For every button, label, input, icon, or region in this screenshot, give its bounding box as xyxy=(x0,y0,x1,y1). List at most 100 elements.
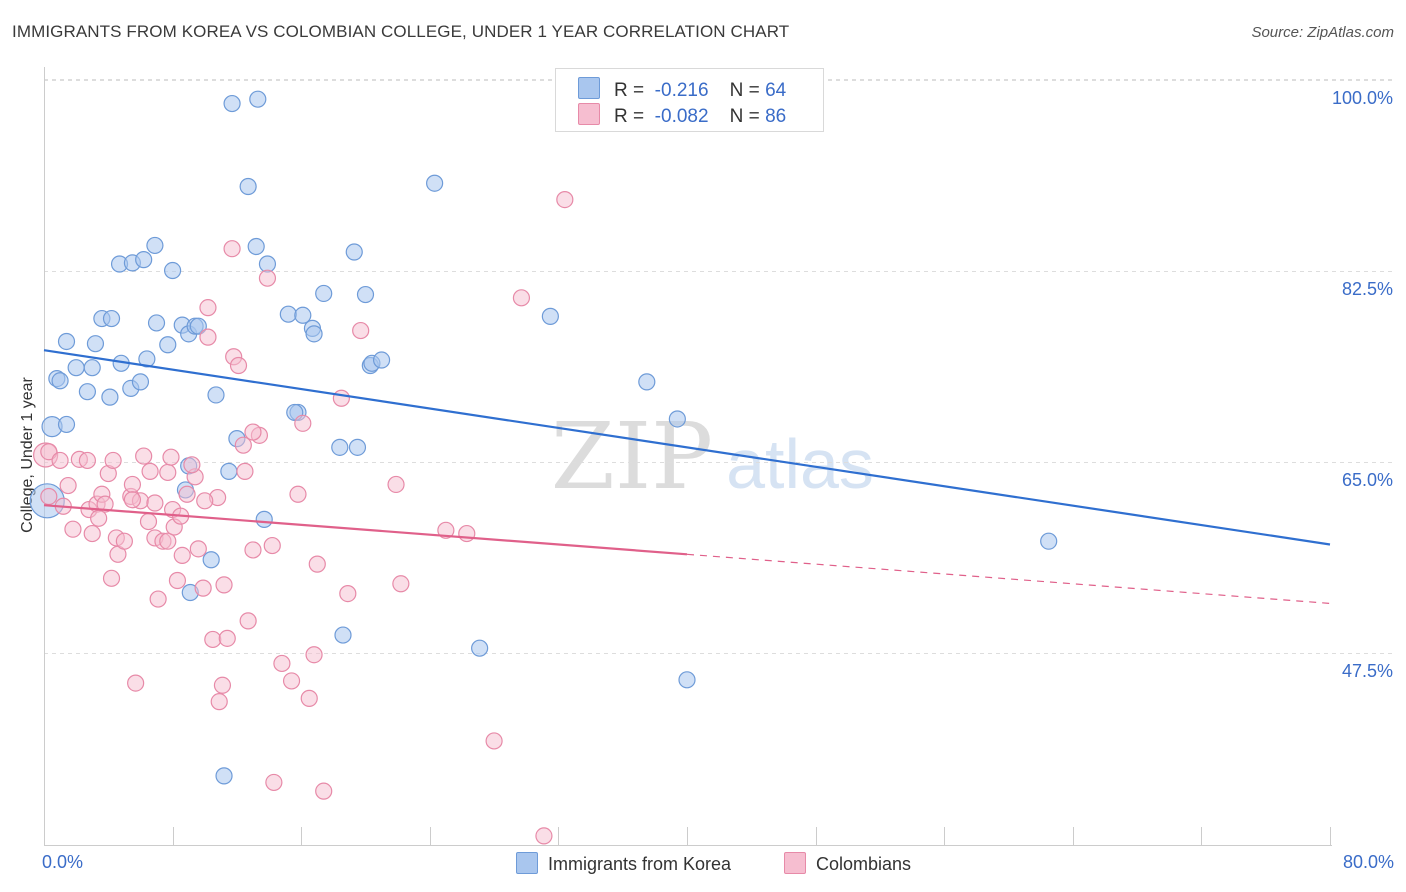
korea-point xyxy=(207,386,225,404)
korea-point xyxy=(78,383,97,401)
korea-point xyxy=(356,285,375,304)
korea-point xyxy=(164,261,182,280)
korea-point xyxy=(668,410,686,428)
colombians-point xyxy=(535,827,553,845)
korea-point xyxy=(247,237,265,256)
colombians-point xyxy=(146,494,164,512)
korea-point xyxy=(189,317,207,335)
korea-point xyxy=(147,314,166,332)
r-label: R = xyxy=(614,106,645,127)
legend-label-korea: Immigrants from Korea xyxy=(548,854,732,874)
colombians-point xyxy=(244,541,262,559)
korea-point xyxy=(215,767,233,785)
y-tick-label: 65.0% xyxy=(1342,470,1393,490)
colombians-point xyxy=(123,475,142,494)
korea-point xyxy=(51,372,69,390)
korea-point xyxy=(294,306,312,324)
colombians-point xyxy=(40,487,58,506)
colombians-point xyxy=(159,532,177,550)
korea-point xyxy=(638,373,656,391)
colombians-point xyxy=(159,463,177,482)
colombians-point xyxy=(273,654,291,673)
korea-point xyxy=(220,462,238,480)
colombians-point xyxy=(223,240,241,258)
colombians-point xyxy=(64,520,82,538)
korea-point xyxy=(146,236,164,255)
watermark-zip: ZIP xyxy=(551,403,713,510)
r-value: -0.216 xyxy=(654,80,709,101)
colombians-point xyxy=(90,509,108,527)
colombians-point xyxy=(437,521,455,539)
colombians-point xyxy=(244,423,262,441)
colombians-point xyxy=(263,536,281,555)
n-value: 64 xyxy=(765,80,787,101)
korea-point xyxy=(202,551,220,569)
colombians-point xyxy=(234,436,252,454)
colombians-point xyxy=(189,540,207,558)
korea-point xyxy=(249,90,267,108)
korea-point xyxy=(1040,532,1058,550)
colombians-point xyxy=(40,443,58,461)
trend-lines xyxy=(43,349,1331,605)
x-tick-label-min: 0.0% xyxy=(42,852,84,872)
colombians-point xyxy=(104,451,122,470)
korea-trendline xyxy=(43,349,1331,546)
colombians-point xyxy=(59,476,77,495)
korea-point xyxy=(102,309,121,328)
colombians-point xyxy=(332,389,350,407)
y-tick-label: 100.0% xyxy=(1332,88,1393,108)
korea-point xyxy=(279,305,297,323)
n-value: 86 xyxy=(765,106,787,127)
colombians-point xyxy=(392,575,410,593)
colombians-point xyxy=(173,546,191,565)
korea-point xyxy=(471,639,489,657)
colombians-swatch xyxy=(578,103,600,125)
colombians-point xyxy=(239,612,257,630)
stats-legend: R = -0.216 N = 64 R = -0.082 N = 86 xyxy=(555,68,824,132)
watermark: ZIPatlas xyxy=(551,403,874,510)
colombians-point xyxy=(183,456,201,474)
x-tick-label-max: 80.0% xyxy=(1342,852,1394,872)
colombians-point xyxy=(315,782,333,800)
series-korea xyxy=(29,90,1058,785)
colombians-point xyxy=(210,693,228,711)
korea-point xyxy=(135,251,153,269)
legend-item-korea: Immigrants from Korea xyxy=(516,852,731,875)
colombians-point xyxy=(78,451,97,470)
colombians-point xyxy=(162,448,180,466)
korea-point xyxy=(159,336,177,354)
colombians-point xyxy=(194,579,212,597)
korea-point xyxy=(348,438,367,456)
colombians-point xyxy=(96,495,114,513)
colombians-point xyxy=(123,491,142,509)
colombians-point xyxy=(115,532,133,550)
legend-label-colombians: Colombians xyxy=(816,854,912,874)
colombians-point xyxy=(199,328,217,346)
colombians-point xyxy=(139,512,158,531)
colombians-point xyxy=(308,555,326,573)
source-credit: Source: ZipAtlas.com xyxy=(1251,24,1394,41)
colombians-swatch xyxy=(784,852,806,874)
colombians-point xyxy=(282,672,301,690)
korea-point xyxy=(131,373,150,391)
series-colombians xyxy=(33,190,574,845)
r-label: R = xyxy=(614,80,645,101)
korea-point xyxy=(57,332,76,351)
colombians-point xyxy=(258,269,277,287)
colombians-point xyxy=(178,485,196,503)
legend-row-korea: R = -0.216 N = 64 xyxy=(578,77,787,101)
colombians-point xyxy=(213,676,232,694)
colombians-point xyxy=(339,584,357,603)
colombians-point xyxy=(127,674,145,692)
korea-point xyxy=(223,94,241,113)
korea-point xyxy=(86,335,105,353)
korea-point xyxy=(541,307,559,325)
colombians-point xyxy=(218,629,236,647)
colombians-trendline xyxy=(43,504,688,556)
colombians-point xyxy=(485,732,503,750)
korea-point xyxy=(255,510,273,528)
korea-point xyxy=(101,388,119,406)
korea-point xyxy=(67,359,85,377)
r-value: -0.082 xyxy=(654,106,709,127)
